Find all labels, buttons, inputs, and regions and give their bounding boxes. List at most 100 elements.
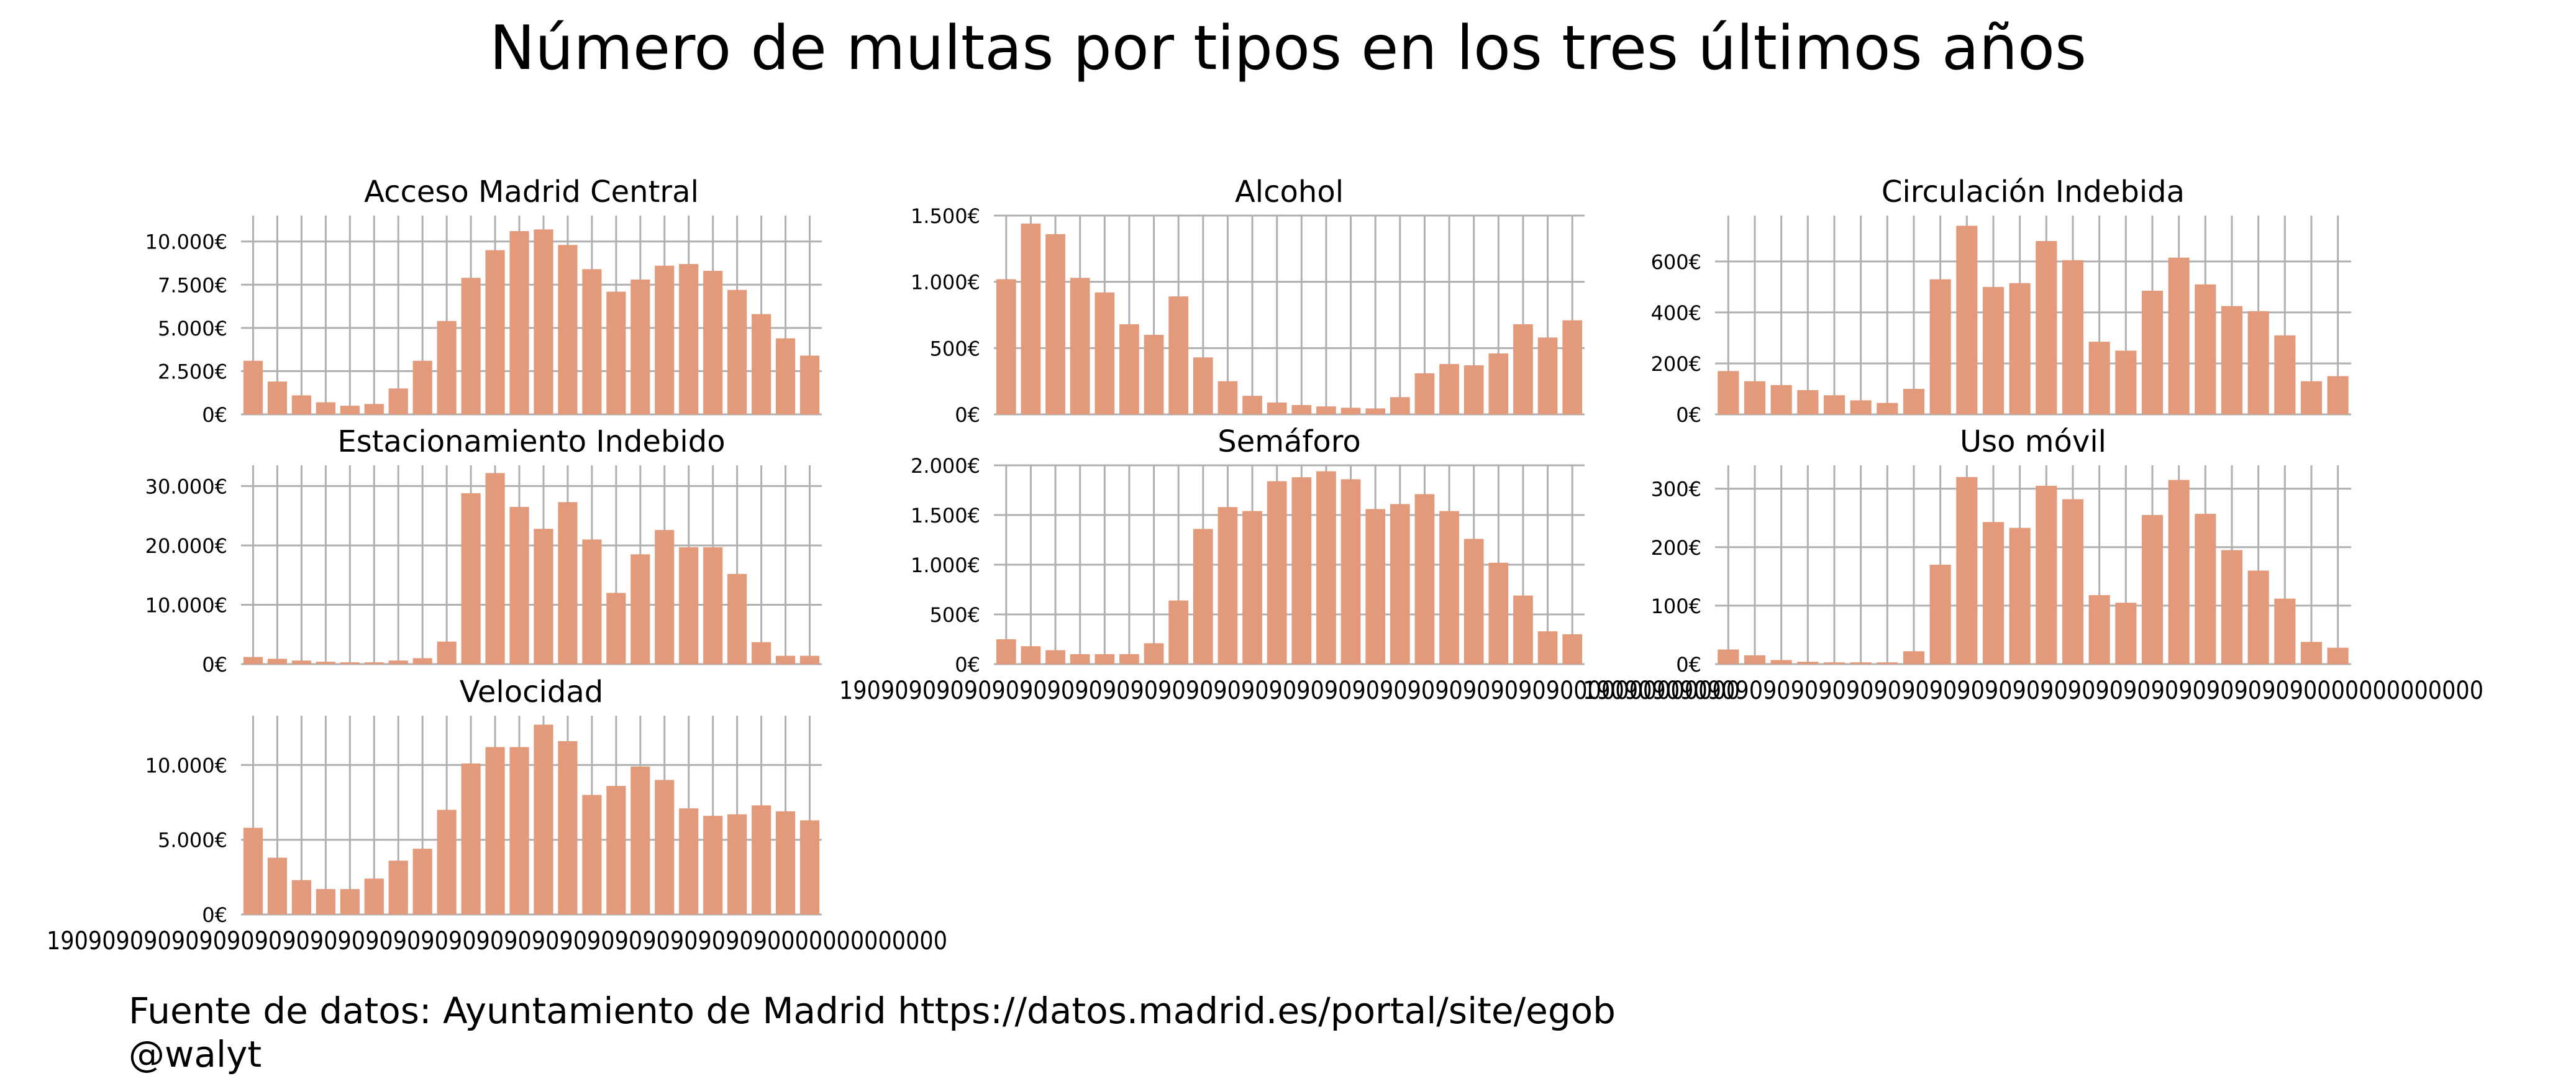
bar	[799, 355, 820, 414]
bar	[1095, 654, 1115, 664]
bar	[534, 529, 553, 664]
bar	[1267, 402, 1287, 414]
bar	[703, 547, 723, 664]
bar	[1390, 504, 1410, 664]
bar	[1242, 396, 1262, 414]
chart-panel: 0€ 500€ 1.000€ 1.500€ 2.000€ Semáforo	[911, 424, 1585, 677]
bar	[2300, 381, 2323, 414]
bar	[1267, 481, 1287, 664]
bar	[291, 880, 311, 914]
bar	[243, 657, 263, 664]
y-tick-label: 0€	[955, 653, 980, 677]
bar	[243, 360, 263, 414]
bar	[1797, 390, 1819, 414]
x-tick-labels: 1909090909090909090909090909090909090909…	[839, 677, 1740, 705]
bar	[1770, 385, 1792, 414]
bar	[1744, 655, 1766, 664]
panel-title: Acceso Madrid Central	[364, 175, 699, 209]
bar	[1365, 509, 1386, 664]
y-tick-label: 2.500€	[158, 360, 227, 383]
y-tick-label: 300€	[1651, 478, 1701, 501]
bar	[1439, 363, 1459, 414]
y-tick-label: 30.000€	[145, 475, 227, 498]
bar	[364, 662, 384, 664]
bar	[606, 786, 626, 914]
figure-title: Número de multas por tipos en los tres ú…	[489, 13, 2087, 84]
bar	[1929, 565, 1951, 664]
bar	[558, 245, 578, 414]
bar	[2221, 306, 2243, 414]
bar	[316, 402, 335, 414]
bar	[267, 659, 288, 664]
bar	[2327, 647, 2349, 664]
bar	[1929, 279, 1951, 414]
bar	[1562, 320, 1583, 414]
bar	[1021, 646, 1041, 664]
bar	[679, 263, 699, 414]
bar	[1877, 662, 1898, 664]
bar	[752, 314, 771, 414]
bar	[316, 889, 335, 914]
bar	[1562, 634, 1583, 664]
bar	[388, 660, 408, 664]
bar	[2168, 257, 2190, 414]
bar	[703, 816, 723, 914]
bar	[1193, 357, 1213, 414]
bar	[1070, 278, 1090, 414]
bar	[1982, 522, 2005, 664]
y-tick-label: 200€	[1651, 352, 1701, 376]
bar	[316, 662, 335, 664]
bar	[485, 250, 505, 414]
bar	[775, 655, 796, 664]
y-tick-label: 0€	[202, 903, 227, 927]
bar	[1414, 373, 1435, 414]
bar	[582, 269, 602, 414]
bar	[2036, 241, 2057, 414]
bar	[1291, 477, 1312, 664]
bar	[582, 795, 602, 914]
author-handle: @walyt	[129, 1033, 262, 1075]
bar	[291, 395, 311, 414]
y-tick-label: 0€	[955, 403, 980, 427]
bar	[752, 805, 771, 914]
bar	[703, 271, 723, 414]
bar	[1956, 476, 1978, 664]
bar	[1850, 400, 1872, 414]
bar	[461, 278, 481, 414]
data-source-credit: Fuente de datos: Ayuntamiento de Madrid …	[129, 990, 1616, 1032]
bar	[1168, 296, 1189, 414]
bar	[2062, 499, 2084, 664]
bar	[1144, 643, 1164, 664]
y-tick-label: 0€	[202, 653, 227, 677]
bar	[1119, 324, 1139, 414]
bar	[1316, 471, 1336, 664]
bar	[655, 780, 675, 914]
bar	[412, 360, 432, 414]
bar	[1365, 408, 1386, 414]
panel-title: Uso móvil	[1960, 424, 2106, 459]
y-tick-label: 10.000€	[145, 593, 227, 617]
bar	[2009, 527, 2031, 664]
bar	[2036, 485, 2057, 664]
bar	[534, 724, 553, 914]
chart-panel: 0€ 500€ 1.000€ 1.500€ Alcohol	[911, 175, 1585, 427]
bar	[2195, 514, 2216, 664]
bar	[630, 279, 650, 414]
bar	[679, 808, 699, 914]
bar	[461, 493, 481, 664]
y-tick-label: 2.000€	[911, 454, 980, 478]
y-tick-label: 0€	[1676, 403, 1701, 427]
x-tick-labels: 1909090909090909090909090909090909090909…	[1583, 677, 2483, 705]
bar	[799, 820, 820, 914]
bar	[1903, 651, 1925, 664]
bar	[1823, 662, 1846, 664]
bar	[1390, 397, 1410, 414]
bar	[509, 506, 529, 664]
bar	[996, 639, 1016, 664]
bar	[2141, 515, 2164, 664]
y-tick-label: 1.000€	[911, 271, 980, 294]
panel-title: Alcohol	[1235, 175, 1344, 209]
bar	[340, 406, 360, 414]
chart-panel: 0€ 100€ 200€ 300€ Uso móvil	[1651, 424, 2351, 677]
